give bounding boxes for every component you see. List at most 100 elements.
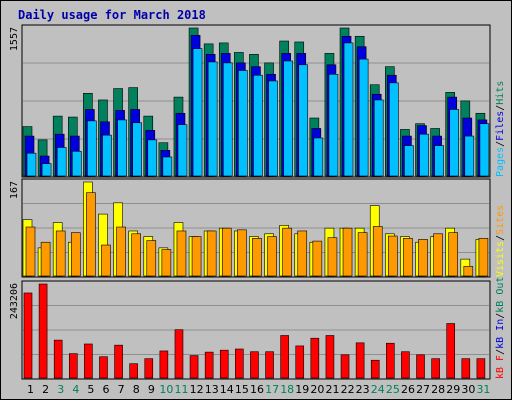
- bar-kb-f-day-3: [53, 339, 63, 379]
- bar-sites-day-21: [327, 237, 338, 277]
- x-tick-label: 7: [118, 383, 125, 396]
- x-tick-label: 1: [27, 383, 34, 396]
- bar-kb-f-day-18: [280, 335, 289, 379]
- bar-kb-f-day-2: [38, 283, 48, 379]
- legend-entry: /: [495, 349, 506, 355]
- bar-sites-day-29: [448, 232, 459, 277]
- bar-kb-f-day-30: [461, 358, 471, 379]
- bar-pages-day-24: [373, 99, 384, 177]
- bar-pages-day-9: [147, 139, 158, 177]
- bar-pages-day-14: [222, 62, 233, 177]
- bar-pages-day-28: [434, 145, 444, 177]
- legend-entry: Pages: [495, 147, 506, 177]
- bar-sites-day-3: [55, 230, 66, 277]
- y-max-label-visits-sites: 167: [9, 181, 20, 199]
- bar-kb-f-day-13: [204, 351, 214, 379]
- bar-pages-day-16: [253, 74, 263, 177]
- legend-entry: /: [495, 313, 506, 319]
- x-tick-label: 11: [175, 383, 189, 396]
- bar-pages-day-10: [162, 156, 173, 177]
- bar-pages-day-30: [464, 135, 475, 177]
- bar-kb-f-day-31: [476, 358, 486, 379]
- bar-kb-f-day-27: [416, 354, 425, 379]
- bar-sites-day-19: [297, 230, 308, 277]
- x-tick-label: 25: [386, 383, 400, 396]
- bar-sites-day-5: [86, 192, 96, 277]
- bar-sites-day-22: [342, 227, 353, 277]
- bar-pages-day-2: [41, 163, 52, 177]
- bar-sites-day-24: [372, 226, 383, 277]
- x-tick-label: 23: [356, 383, 370, 396]
- bar-sites-day-10: [161, 249, 172, 277]
- bar-kb-f-day-19: [295, 345, 305, 379]
- x-tick-label: 22: [341, 383, 355, 396]
- x-tick-label: 5: [87, 383, 94, 396]
- bar-pages-day-7: [117, 119, 127, 177]
- bar-kb-f-day-6: [99, 356, 108, 379]
- bar-kb-f-day-22: [340, 354, 350, 379]
- x-tick-label: 8: [133, 383, 140, 396]
- x-tick-label: 12: [190, 383, 204, 396]
- x-tick-label: 18: [280, 383, 294, 396]
- bar-kb-f-day-20: [310, 337, 320, 379]
- bar-kb-f-day-26: [401, 351, 410, 379]
- bar-pages-day-6: [102, 134, 112, 177]
- legend-entry: kB F: [495, 355, 506, 379]
- x-tick-label: 28: [431, 383, 445, 396]
- x-tick-label: 4: [72, 383, 79, 396]
- bar-pages-day-1: [26, 152, 37, 177]
- bar-pages-day-13: [207, 61, 218, 177]
- bar-kb-f-day-4: [68, 353, 78, 379]
- bar-kb-f-day-7: [114, 344, 123, 379]
- bar-kb-f-day-9: [144, 358, 154, 379]
- x-tick-label: 27: [416, 383, 430, 396]
- legend-entry: Hits: [495, 81, 506, 105]
- x-tick-label: 30: [461, 383, 475, 396]
- bar-pages-day-11: [177, 124, 188, 177]
- bar-kb-f-day-25: [386, 342, 395, 379]
- bar-sites-day-30: [463, 266, 474, 277]
- bar-sites-day-16: [252, 237, 262, 277]
- bar-pages-day-3: [56, 147, 67, 177]
- bar-kb-f-day-10: [159, 350, 169, 379]
- x-tick-label: 19: [295, 383, 309, 396]
- x-tick-label: 31: [476, 383, 490, 396]
- legend-hits-files-pages: Pages/Files/Hits: [495, 81, 506, 177]
- x-tick-label: 3: [57, 383, 64, 396]
- bar-sites-day-18: [282, 227, 292, 277]
- bar-pages-day-4: [71, 150, 82, 177]
- bar-pages-day-15: [238, 70, 248, 177]
- bar-pages-day-27: [419, 133, 429, 177]
- bar-kb-f-day-23: [355, 342, 365, 379]
- x-tick-label: 15: [235, 383, 249, 396]
- bar-sites-day-4: [70, 232, 81, 277]
- bar-pages-day-21: [328, 73, 339, 177]
- y-max-label-hits-files-pages: 1557: [9, 27, 20, 51]
- bar-sites-day-7: [116, 226, 126, 277]
- bar-sites-day-12: [191, 236, 202, 277]
- x-tick-label: 29: [446, 383, 460, 396]
- bar-sites-day-31: [478, 237, 489, 277]
- bar-sites-day-1: [25, 226, 36, 277]
- bar-pages-day-25: [389, 82, 399, 177]
- x-tick-label: 16: [250, 383, 264, 396]
- bar-pages-day-5: [87, 120, 97, 177]
- bar-kb-f-day-8: [129, 363, 138, 379]
- x-tick-label: 2: [42, 383, 49, 396]
- bar-kb-f-day-15: [235, 348, 244, 379]
- bar-pages-day-23: [358, 58, 369, 177]
- bar-kb-f-day-28: [431, 358, 440, 379]
- bar-pages-day-20: [313, 137, 324, 177]
- bar-kb-f-day-17: [265, 351, 274, 379]
- bar-sites-day-9: [146, 240, 157, 277]
- bar-pages-day-26: [404, 145, 414, 177]
- legend-entry: kB Out: [495, 277, 506, 313]
- x-tick-label: 20: [310, 383, 324, 396]
- bar-sites-day-8: [131, 233, 141, 277]
- bar-sites-day-28: [433, 233, 443, 277]
- bar-sites-day-20: [312, 240, 323, 277]
- legend-entry: Sites: [495, 205, 506, 235]
- bar-kb-f-day-16: [250, 351, 259, 379]
- bar-sites-day-11: [176, 230, 187, 277]
